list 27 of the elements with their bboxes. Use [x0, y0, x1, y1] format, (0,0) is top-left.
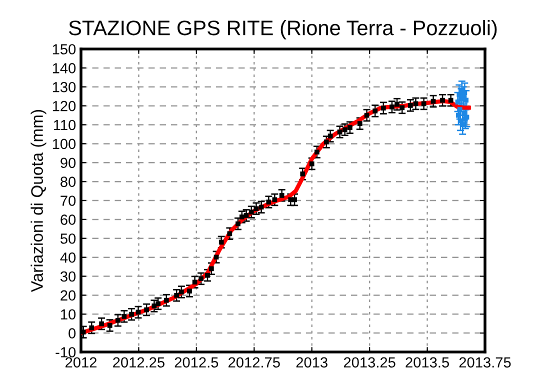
- y-tick-label: 60: [60, 214, 76, 225]
- y-tick-label: 120: [52, 100, 76, 112]
- y-tick-label: 100: [52, 138, 76, 150]
- y-tick-label: 110: [54, 120, 76, 130]
- y-tick-label: 80: [60, 176, 76, 187]
- y-tick-label: 40: [60, 252, 76, 263]
- y-axis-title: Variazioni di Quota (mm): [30, 110, 46, 292]
- x-tick-label: 2013: [296, 357, 328, 368]
- chart-title: STAZIONE GPS RITE (Rione Terra - Pozzuoli): [69, 20, 497, 40]
- y-tick-label: 30: [60, 271, 76, 282]
- y-tick-label: 50: [60, 233, 76, 244]
- x-tick-label: 2013.5: [406, 357, 449, 368]
- x-tick-label: 2012: [66, 357, 96, 368]
- y-tick-label: 90: [60, 158, 76, 168]
- y-tick-label: -10: [56, 347, 76, 358]
- y-tick-label: 130: [52, 82, 76, 92]
- x-tick-label: 2012.75: [228, 357, 280, 368]
- x-tick-label: 2012.5: [174, 357, 218, 368]
- y-tick-label: 150: [52, 44, 76, 54]
- x-tick-label: 2012.25: [113, 357, 164, 368]
- y-tick-label: 70: [60, 196, 76, 206]
- y-tick-label: 20: [60, 290, 76, 301]
- x-tick-label: 2013.25: [344, 357, 396, 368]
- y-tick-label: 140: [52, 63, 76, 74]
- y-tick-label: 0: [68, 328, 76, 338]
- y-tick-label: 10: [61, 309, 76, 320]
- x-tick-label: 2013.75: [459, 357, 511, 368]
